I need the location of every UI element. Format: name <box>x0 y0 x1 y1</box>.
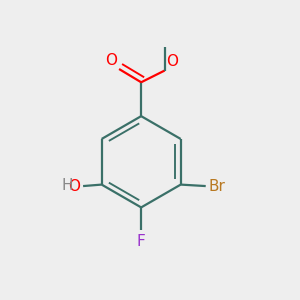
Text: Br: Br <box>209 178 226 194</box>
Text: H: H <box>61 178 73 193</box>
Text: O: O <box>68 178 80 194</box>
Text: O: O <box>166 54 178 69</box>
Text: O: O <box>105 52 117 68</box>
Text: F: F <box>137 234 146 249</box>
